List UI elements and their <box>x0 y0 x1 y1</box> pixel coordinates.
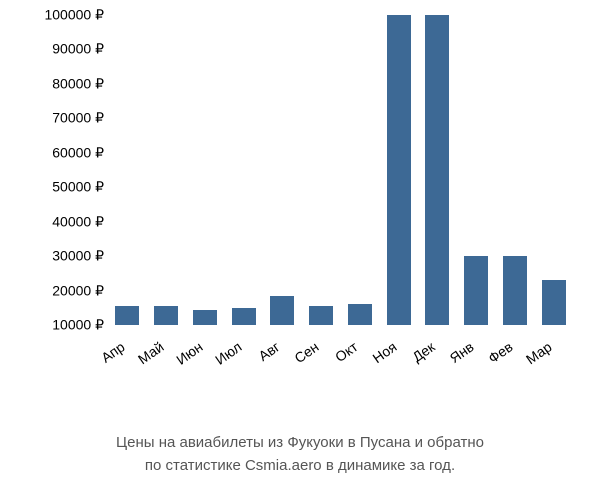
x-tick-label: Дек <box>429 338 438 351</box>
bar <box>309 306 333 325</box>
bar <box>542 280 566 325</box>
chart-caption: Цены на авиабилеты из Фукуоки в Пусана и… <box>0 432 600 477</box>
bar <box>115 306 139 325</box>
x-tick-label: Июл <box>235 338 244 351</box>
y-tick-label: 70000 ₽ <box>52 110 104 127</box>
y-axis: 10000 ₽20000 ₽30000 ₽40000 ₽50000 ₽60000… <box>20 15 106 325</box>
x-tick-label: Янв <box>468 338 477 351</box>
bars-group <box>108 15 573 325</box>
bar <box>270 296 294 325</box>
x-tick-label: Сен <box>313 338 322 351</box>
x-tick-label: Июн <box>196 338 205 351</box>
y-tick-label: 30000 ₽ <box>52 248 104 265</box>
x-tick-label: Фев <box>506 338 515 351</box>
y-tick-label: 100000 ₽ <box>44 7 104 24</box>
y-tick-label: 60000 ₽ <box>52 144 104 161</box>
y-tick-label: 40000 ₽ <box>52 213 104 230</box>
x-tick-label: Мар <box>545 338 554 351</box>
y-tick-label: 10000 ₽ <box>52 317 104 334</box>
y-tick-label: 50000 ₽ <box>52 179 104 196</box>
plot-area <box>108 15 573 325</box>
x-tick-label: Май <box>158 338 167 351</box>
bar <box>464 256 488 325</box>
bar <box>387 15 411 325</box>
bar <box>503 256 527 325</box>
caption-line-1: Цены на авиабилеты из Фукуоки в Пусана и… <box>116 434 484 451</box>
bar <box>425 15 449 325</box>
bar <box>193 310 217 326</box>
x-tick-label: Апр <box>119 338 128 351</box>
x-tick-label: Авг <box>274 338 283 351</box>
x-axis-labels: Апр Май Июн Июл Авг Сен Окт Ноя Дек Янв Фев Мар <box>108 329 573 389</box>
x-tick-label: Окт <box>351 338 360 351</box>
bar <box>154 306 178 325</box>
y-tick-label: 90000 ₽ <box>52 41 104 58</box>
price-chart: 10000 ₽ 20000 ₽ 30000 ₽ 40000 ₽ 50000 ₽ 60000… <box>20 15 580 415</box>
x-tick-label: Ноя <box>390 338 399 351</box>
y-tick-label: 80000 ₽ <box>52 75 104 92</box>
caption-line-2: по статистике Csmia.aero в динамике за г… <box>145 457 455 474</box>
y-tick-label: 20000 ₽ <box>52 282 104 299</box>
bar <box>232 308 256 325</box>
bar <box>348 304 372 325</box>
